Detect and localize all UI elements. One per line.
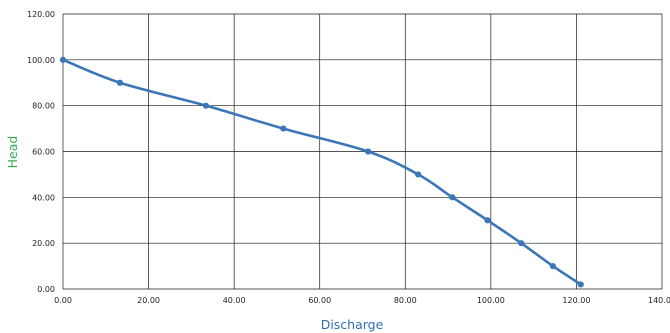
x-tick-label: 140.00 (648, 296, 670, 305)
y-tick-label: 80.00 (32, 102, 55, 111)
x-tick-label: 60.00 (308, 296, 331, 305)
series-head-vs-discharge (59, 56, 584, 288)
y-tick-label: 20.00 (32, 239, 55, 248)
x-tick-label: 40.00 (223, 296, 246, 305)
y-axis-ticks: 0.00 20.00 40.00 60.00 80.00 100.00 120.00 (27, 10, 55, 294)
y-tick-label: 0.00 (37, 285, 55, 294)
data-point (415, 171, 422, 178)
x-axis-title: Discharge (321, 317, 384, 332)
x-tick-label: 20.00 (137, 296, 160, 305)
data-point (364, 148, 372, 155)
y-axis-title: Head (5, 136, 20, 169)
y-tick-label: 60.00 (32, 148, 55, 157)
x-tick-label: 120.00 (562, 296, 590, 305)
data-point (484, 217, 491, 224)
grid-lines (62, 13, 663, 290)
data-point (549, 262, 556, 270)
x-tick-label: 100.00 (477, 296, 505, 305)
y-tick-label: 40.00 (32, 193, 55, 202)
data-point (59, 56, 67, 63)
x-axis-ticks: 0.00 20.00 40.00 60.00 80.00 100.00 120.00 140.… (54, 296, 670, 305)
data-point (518, 240, 525, 247)
data-point (449, 194, 456, 201)
y-tick-label: 100.00 (27, 56, 55, 65)
data-point (577, 281, 584, 288)
series-line (61, 58, 583, 286)
data-point (116, 79, 124, 86)
y-tick-label: 120.00 (27, 10, 55, 19)
x-tick-label: 0.00 (54, 296, 72, 305)
data-point (280, 125, 287, 132)
data-point (202, 102, 210, 109)
x-tick-label: 80.00 (394, 296, 417, 305)
